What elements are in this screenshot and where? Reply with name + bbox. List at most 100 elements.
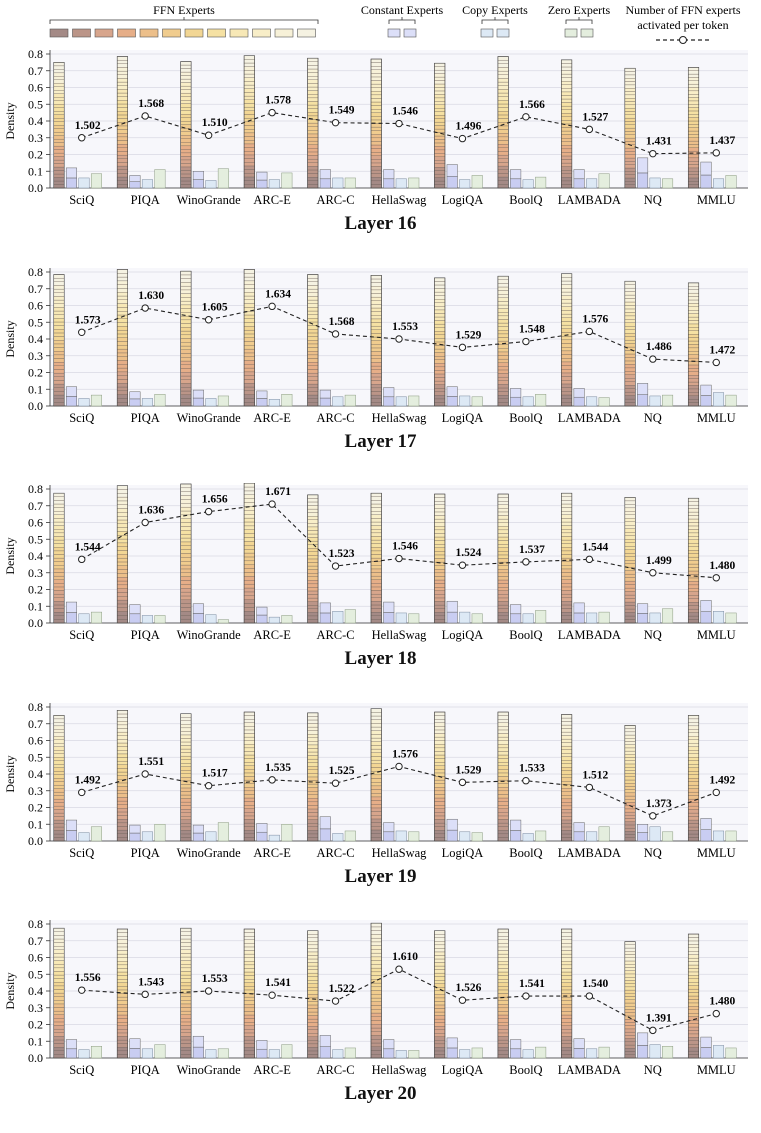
ffn-bar-segment bbox=[434, 76, 446, 81]
ffn-bar-segment bbox=[370, 87, 382, 92]
y-tick-label: 0.4 bbox=[28, 984, 43, 998]
ffn-bar-segment bbox=[434, 811, 446, 816]
ffn-bar-segment bbox=[180, 173, 192, 178]
line-data-label: 1.553 bbox=[392, 321, 418, 333]
constant-bar bbox=[192, 824, 204, 833]
ffn-bar-segment bbox=[434, 718, 446, 723]
category-group bbox=[116, 709, 166, 841]
ffn-bar-segment bbox=[53, 394, 65, 399]
line-data-label: 1.537 bbox=[519, 544, 545, 556]
ffn-bar-segment bbox=[688, 954, 699, 959]
x-tick-label: NQ bbox=[644, 628, 662, 642]
constant-bar bbox=[319, 602, 331, 614]
ffn-bar-segment bbox=[180, 334, 192, 339]
ffn-bar-segment bbox=[243, 103, 255, 108]
ffn-bar-segment bbox=[53, 496, 65, 501]
ffn-bar-segment bbox=[497, 279, 509, 284]
ffn-bar-segment bbox=[688, 1006, 699, 1010]
ffn-bar-segment bbox=[243, 129, 255, 134]
ffn-bar-segment bbox=[117, 1029, 128, 1034]
ffn-bar-segment bbox=[307, 501, 319, 506]
ffn-bar-segment bbox=[624, 367, 636, 372]
y-tick-label: 0.2 bbox=[28, 365, 43, 379]
ffn-bar-segment bbox=[497, 351, 509, 356]
ffn-bar-segment bbox=[688, 619, 699, 624]
ffn-bar-segment bbox=[561, 986, 573, 991]
ffn-bar-segment bbox=[688, 87, 699, 92]
ffn-bar-segment bbox=[370, 550, 382, 555]
ffn-bar-segment bbox=[561, 579, 573, 584]
ffn-bar-segment bbox=[243, 291, 255, 296]
ffn-bar-segment bbox=[370, 744, 382, 749]
zero-bar bbox=[344, 1047, 356, 1059]
line-data-label: 1.630 bbox=[138, 290, 164, 302]
ffn-bar-segment bbox=[53, 1043, 65, 1048]
ffn-bar-segment bbox=[370, 173, 382, 178]
ffn-bar-segment bbox=[307, 744, 319, 749]
ffn-bar-segment bbox=[434, 765, 446, 770]
line-point bbox=[268, 108, 276, 117]
ffn-bar-segment bbox=[117, 397, 128, 402]
zero-bar bbox=[281, 823, 293, 841]
ffn-bar-segment bbox=[180, 960, 192, 965]
ffn-bar-segment bbox=[53, 539, 65, 544]
ffn-bar-segment bbox=[307, 994, 319, 999]
ffn-bar-segment bbox=[624, 1048, 636, 1052]
ffn-bar-segment bbox=[307, 133, 319, 138]
ffn-bar-segment bbox=[497, 544, 509, 548]
ffn-bar-segment bbox=[561, 514, 573, 519]
ffn-bar-segment bbox=[434, 1015, 446, 1020]
y-tick-label: 0.3 bbox=[28, 566, 43, 580]
line-data-label: 1.568 bbox=[329, 315, 355, 327]
ffn-bar-segment bbox=[434, 836, 446, 841]
ffn-bar-segment bbox=[117, 753, 128, 758]
ffn-bar-segment bbox=[688, 343, 699, 348]
ffn-bar-segment bbox=[497, 325, 509, 330]
ffn-bar-segment bbox=[53, 964, 65, 969]
constant-bar bbox=[319, 1035, 331, 1047]
ffn-bar-segment bbox=[561, 102, 573, 107]
ffn-bar-segment bbox=[307, 608, 319, 613]
ffn-bar-segment bbox=[243, 299, 255, 304]
ffn-bar-segment bbox=[624, 753, 636, 758]
ffn-bar-segment bbox=[497, 597, 509, 602]
ffn-bar-segment bbox=[434, 348, 446, 353]
ffn-bar-segment bbox=[434, 825, 446, 830]
ffn-bar-segment bbox=[497, 522, 509, 527]
x-tick-label: MMLU bbox=[697, 193, 736, 207]
ffn-bar-segment bbox=[688, 763, 699, 768]
ffn-bar-segment bbox=[624, 311, 636, 316]
ffn-bar bbox=[497, 493, 509, 624]
ffn-bar-segment bbox=[180, 499, 192, 504]
ffn-bar-segment bbox=[117, 1021, 128, 1026]
ffn-bar-segment bbox=[688, 605, 699, 610]
ffn-bar-segment bbox=[434, 754, 446, 759]
ffn-bar-segment bbox=[624, 615, 636, 620]
ffn-bar-segment bbox=[180, 304, 192, 309]
ffn-bar-segment bbox=[624, 78, 636, 82]
ffn-bar-segment bbox=[434, 1011, 446, 1016]
ffn-bar-segment bbox=[370, 66, 382, 70]
ffn-bar-segment bbox=[370, 394, 382, 399]
ffn-bar bbox=[307, 712, 319, 841]
line-point bbox=[141, 112, 149, 120]
ffn-bar-segment bbox=[688, 968, 699, 973]
ffn-bar-segment bbox=[688, 944, 699, 948]
copy-bar bbox=[649, 1044, 661, 1059]
ffn-bar-segment bbox=[434, 344, 446, 349]
ffn-bar-segment bbox=[497, 315, 509, 320]
constant-bar bbox=[700, 384, 712, 396]
ffn-bar-segment bbox=[434, 387, 446, 392]
ffn-bar-segment bbox=[561, 525, 573, 530]
ffn-bar-segment bbox=[53, 826, 65, 831]
ffn-bar-segment bbox=[561, 309, 573, 314]
ffn-bar-segment bbox=[370, 967, 382, 973]
ffn-bar-segment bbox=[180, 572, 192, 577]
line-point bbox=[395, 119, 403, 128]
ffn-bar-segment bbox=[434, 163, 446, 168]
ffn-bar-segment bbox=[117, 979, 128, 983]
ffn-bar-segment bbox=[117, 59, 128, 64]
line-data-label: 1.431 bbox=[646, 136, 672, 148]
ffn-bar-segment bbox=[117, 975, 128, 980]
line-data-label: 1.529 bbox=[456, 764, 482, 776]
